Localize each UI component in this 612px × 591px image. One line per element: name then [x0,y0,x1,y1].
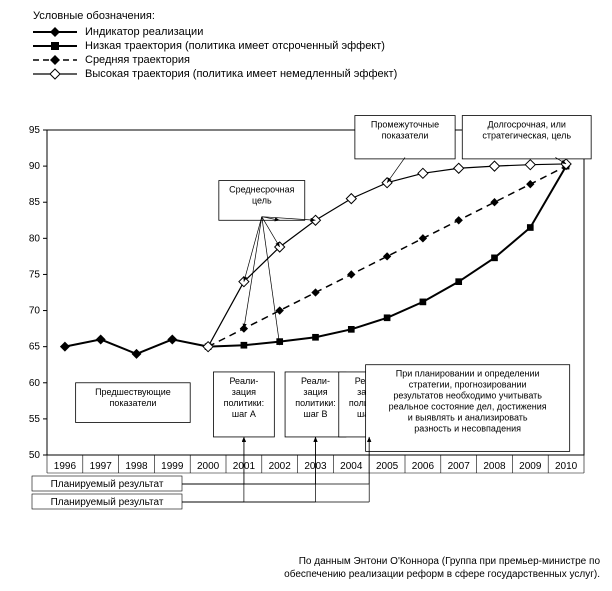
y-tick-label: 80 [29,233,41,244]
x-tick-label: 2007 [448,461,471,472]
y-tick-label: 65 [29,342,41,353]
trajectory-chart: 50 55 60 65 70 75 80 85 90 95 1996 1997 1998 1999 2000… [0,0,612,591]
x-tick-label: 2005 [376,461,399,472]
callout-text: Реали- [229,376,258,386]
callout-text: Реали- [301,376,330,386]
x-tick-label: 2010 [555,461,578,472]
callout-text: При планировании и определении [396,369,540,379]
callout-text: зация [232,387,256,397]
y-tick-label: 95 [29,125,41,136]
y-tick-label: 70 [29,306,41,317]
planned-result-label: Планируемый результат [51,497,164,508]
callout-text: Долгосрочная, или [487,120,566,130]
x-tick-label: 2008 [483,461,506,472]
y-tick-label: 50 [29,450,41,461]
x-tick-label: 2006 [412,461,435,472]
callout-text: зация [303,387,327,397]
callout-text: политики: [224,398,265,408]
callout-text: реальное состояние дел, достижения [389,402,547,412]
callout-text: разность и несовпадения [414,424,521,434]
callout-text: результатов необходимо учитывать [393,391,542,401]
callout-text: стратегическая, цель [482,131,571,141]
x-tick-label: 1998 [125,461,148,472]
callout-text: шаг A [232,409,256,419]
callout-text: показатели [109,398,156,408]
y-tick-label: 75 [29,269,41,280]
callout-text: и выявлять и анализировать [408,413,528,423]
callout-text: Предшествующие [95,387,171,397]
callout-text: шаг B [303,409,327,419]
callout-text: Промежуточные [371,120,439,130]
y-tick-label: 60 [29,378,41,389]
y-tick-label: 90 [29,161,41,172]
callout-arrow [262,217,280,247]
callout-text: показатели [382,131,429,141]
planned-result-label: Планируемый результат [51,479,164,490]
callout-text: стратегии, прогнозировании [409,380,527,390]
x-tick-label: 2009 [519,461,542,472]
x-tick-label: 1999 [161,461,184,472]
callout-text: цель [252,196,272,206]
callout-text: политики: [295,398,336,408]
x-tick-label: 2004 [340,461,363,472]
y-tick-label: 85 [29,197,41,208]
x-tick-label: 2002 [269,461,292,472]
x-tick-label: 2000 [197,461,220,472]
y-tick-label: 55 [29,414,41,425]
x-tick-label: 1997 [90,461,113,472]
callout-arrow [262,217,280,346]
attribution: По данным Энтони О'Коннора (Группа при п… [270,556,600,581]
callout-text: Среднесрочная [229,185,295,195]
x-tick-label: 1996 [54,461,77,472]
